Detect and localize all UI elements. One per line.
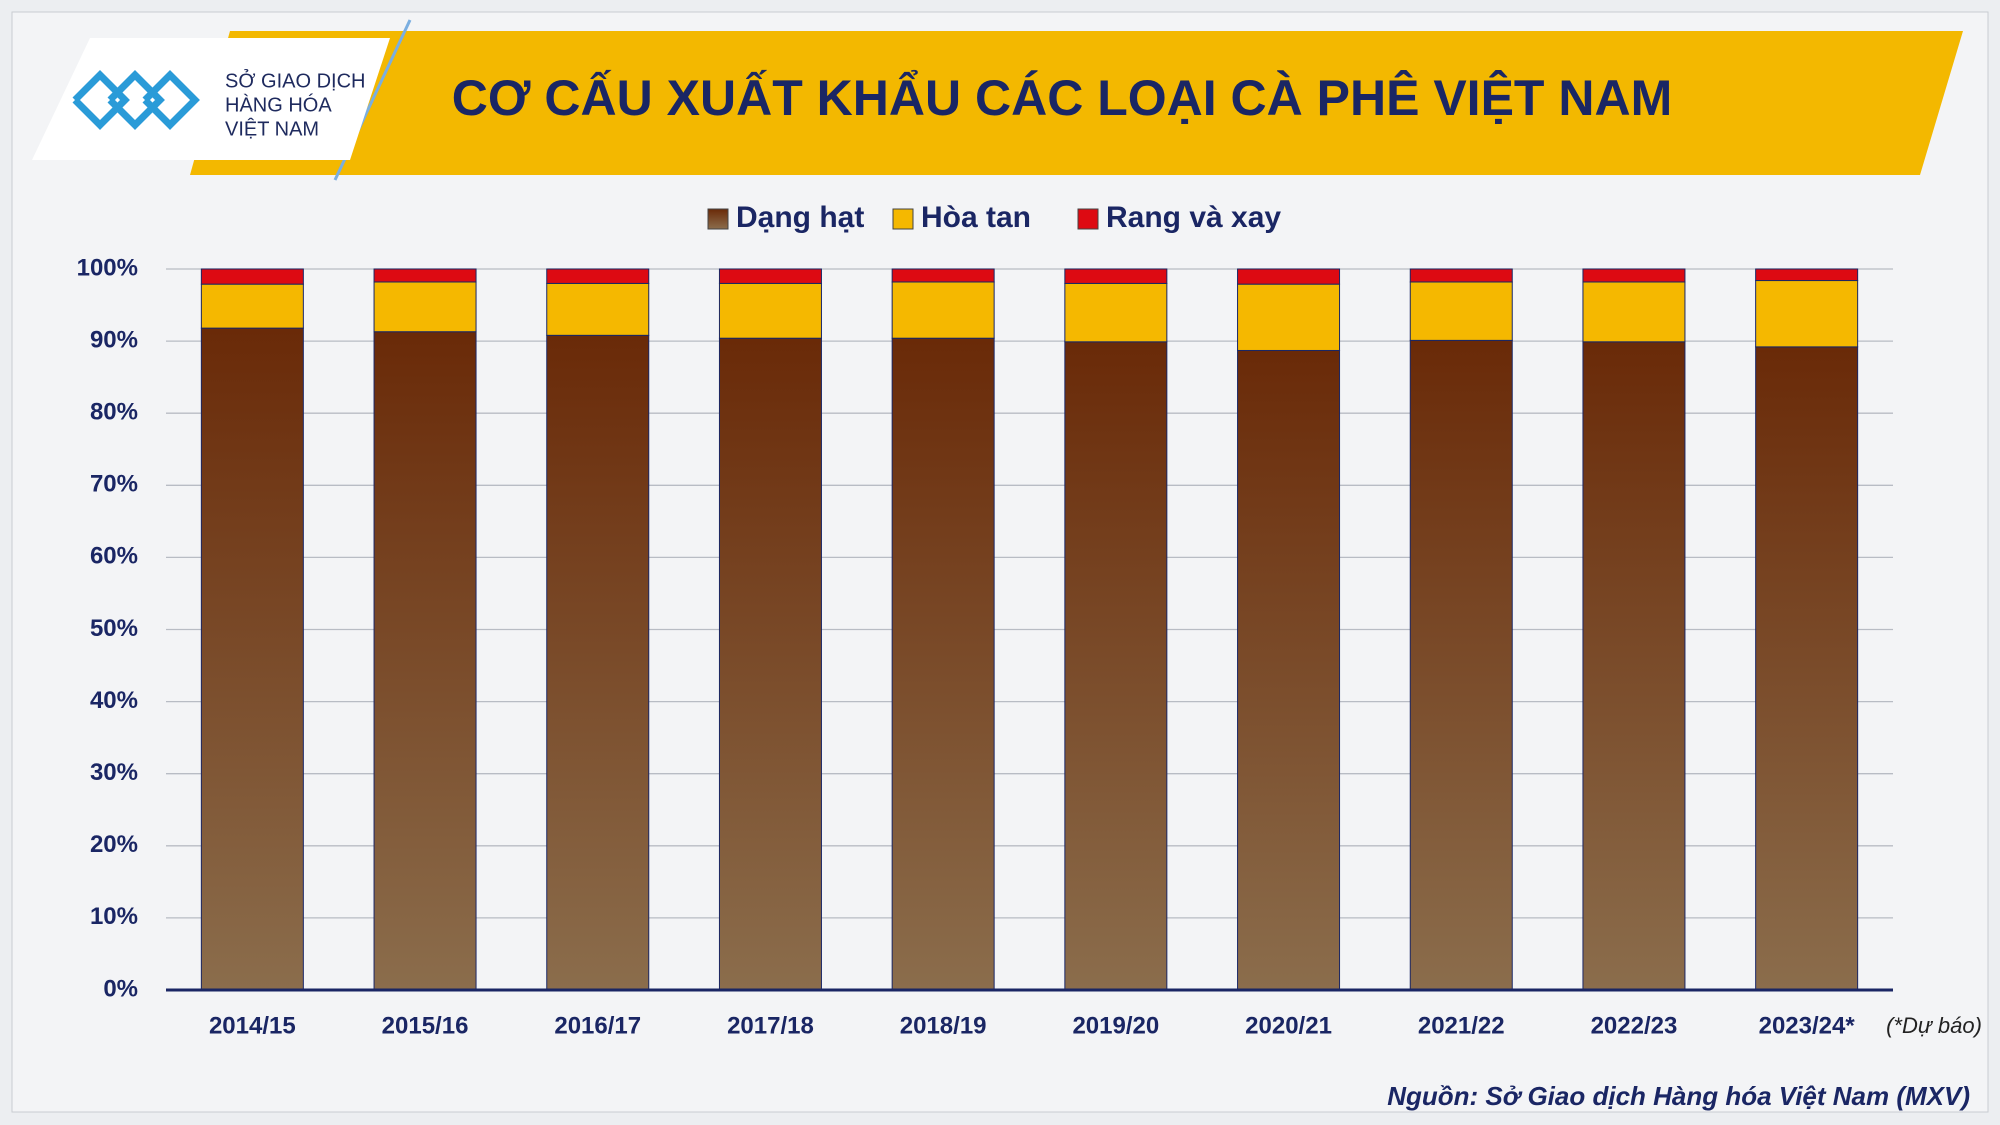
source: Nguồn: Sở Giao dịch Hàng hóa Việt Nam (M… — [1387, 1081, 1970, 1111]
bar-segment — [373, 331, 477, 991]
bar-segment — [1409, 281, 1513, 341]
x-tick-label: 2023/24* — [1759, 1012, 1856, 1039]
bar-segment — [373, 281, 477, 333]
x-tick-label: 2020/21 — [1245, 1012, 1332, 1039]
logo-icon — [72, 70, 200, 130]
bar-segment — [546, 282, 650, 336]
bar-segment — [891, 337, 995, 991]
bar-segment — [1409, 339, 1513, 991]
panel — [11, 11, 1989, 1113]
bar-segment — [1582, 341, 1686, 991]
bar-segment — [200, 283, 304, 329]
bar-segment — [200, 268, 304, 285]
bar-segment — [1237, 349, 1341, 991]
bar-segment — [1582, 268, 1686, 283]
x-tick-label: 2016/17 — [554, 1012, 641, 1039]
chart-title: CƠ CẤU XUẤT KHẨU CÁC LOẠI CÀ PHÊ VIỆT NA… — [452, 70, 1672, 126]
bar-segment — [1237, 268, 1341, 285]
x-tick-label: 2021/22 — [1418, 1012, 1505, 1039]
y-tick-label: 20% — [90, 831, 138, 858]
y-tick-label: 50% — [90, 615, 138, 642]
logo-text: HÀNG HÓA — [225, 93, 332, 116]
logo-text: VIỆT NAM — [225, 117, 319, 140]
logo-box — [32, 38, 390, 160]
bar-segment — [1237, 283, 1341, 351]
y-tick-label: 10% — [90, 903, 138, 930]
legend-label: Rang và xay — [1106, 201, 1281, 234]
bar-segment — [546, 334, 650, 991]
bar-segment — [1409, 268, 1513, 283]
bar-segment — [200, 327, 304, 991]
y-tick-label: 60% — [90, 543, 138, 570]
note: (*Dự báo) — [1886, 1013, 1982, 1038]
bar-segment — [718, 282, 822, 339]
bar-segment — [1755, 268, 1859, 282]
x-tick-label: 2019/20 — [1072, 1012, 1159, 1039]
x-tick-label: 2022/23 — [1591, 1012, 1678, 1039]
bar-segment — [718, 337, 822, 991]
y-tick-label: 0% — [103, 975, 138, 1002]
y-tick-label: 40% — [90, 687, 138, 714]
legend-swatch — [707, 208, 729, 230]
bar-segment — [1064, 341, 1168, 991]
legend-swatch — [892, 208, 914, 230]
bar-segment — [891, 281, 995, 339]
bar-segment — [1582, 281, 1686, 343]
y-tick-label: 80% — [90, 399, 138, 426]
bar-segment — [891, 268, 995, 283]
bar-segment — [1064, 282, 1168, 343]
legend-label: Dạng hạt — [736, 201, 864, 234]
x-tick-label: 2018/19 — [900, 1012, 987, 1039]
x-tick-label: 2014/15 — [209, 1012, 296, 1039]
y-tick-label: 30% — [90, 759, 138, 786]
title-banner — [190, 31, 1963, 175]
bar-segment — [1755, 280, 1859, 348]
x-tick-label: 2017/18 — [727, 1012, 814, 1039]
bar-segment — [1755, 346, 1859, 991]
y-tick-label: 90% — [90, 326, 138, 353]
y-tick-label: 70% — [90, 471, 138, 498]
legend-swatch — [1077, 208, 1099, 230]
x-tick-label: 2015/16 — [382, 1012, 469, 1039]
logo-text: SỞ GIAO DỊCH — [225, 68, 366, 92]
bar-segment — [546, 268, 650, 284]
bar-segment — [373, 268, 477, 283]
bar-segment — [1064, 268, 1168, 284]
bar-segment — [718, 268, 822, 284]
y-tick-label: 100% — [77, 254, 138, 281]
legend-label: Hòa tan — [921, 201, 1031, 234]
